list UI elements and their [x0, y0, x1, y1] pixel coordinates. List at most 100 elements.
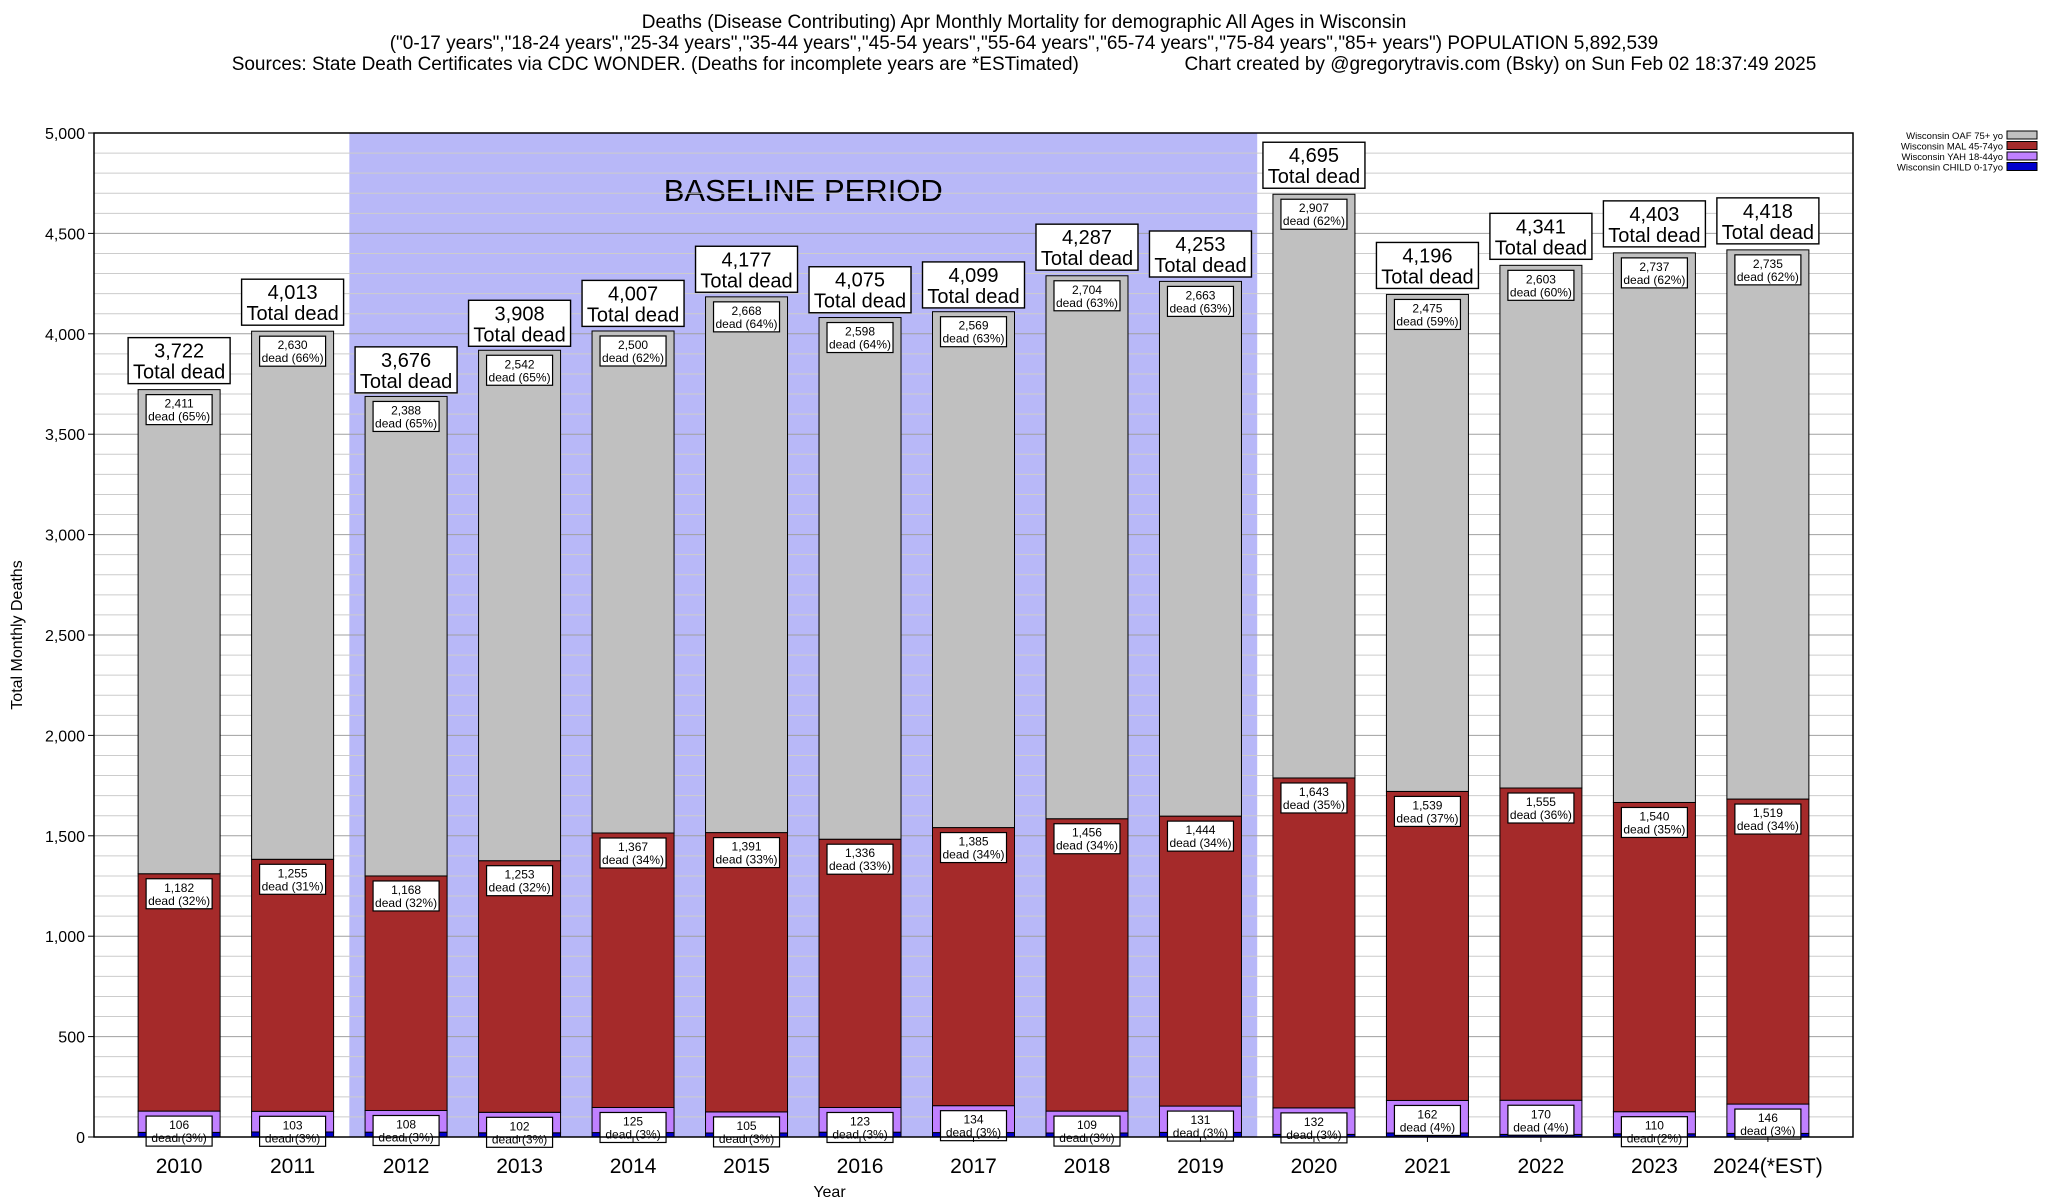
- total-suffix-label: Total dead: [133, 362, 225, 384]
- bar-segment: [1612, 252, 1696, 803]
- segment-pct-label: dead (62%): [1737, 270, 1799, 284]
- segment-label-box: [939, 1110, 1008, 1142]
- x-tick-label: 2014: [610, 1155, 657, 1178]
- legend-entry: Wisconsin MAL 45-74yo: [1901, 141, 2038, 153]
- segment-value-label: 2,735: [1753, 257, 1783, 271]
- segment-label-box: [826, 843, 894, 875]
- total-value-label: 4,287: [1062, 227, 1112, 249]
- segment-value-label: 123: [850, 1114, 870, 1128]
- y-axis-title: Total Monthly Deaths: [9, 560, 26, 709]
- y-tick-label: 0: [76, 1130, 85, 1147]
- segment-pct-label: dead (63%): [1056, 296, 1118, 310]
- segment-pct-label: dead (35%): [1283, 798, 1345, 812]
- segment-value-label: 1,444: [1185, 823, 1215, 837]
- segment-value-label: 110: [1645, 1119, 1664, 1133]
- segment-value-label: 134: [963, 1113, 983, 1127]
- x-axis-title: Year: [813, 1184, 846, 1200]
- segment-value-label: 2,411: [165, 397, 194, 411]
- chart-sources-line: Sources: State Death Certificates via CD…: [0, 54, 2048, 76]
- segment-value-label: 2,668: [732, 304, 762, 318]
- segment-value-label: 1,555: [1526, 795, 1556, 809]
- bar-segment: [1158, 280, 1242, 817]
- segment-pct-label: dead (66%): [262, 351, 324, 365]
- bar-segment: [478, 860, 562, 1113]
- segment-value-label: 1,391: [732, 840, 762, 854]
- segment-value-label: 131: [1190, 1113, 1210, 1127]
- total-value-label: 4,253: [1175, 234, 1225, 256]
- segment-value-label: 109: [1077, 1118, 1097, 1132]
- segment-label-box: [1166, 1110, 1235, 1142]
- legend-swatch: [2006, 141, 2038, 150]
- total-label-box: [694, 245, 799, 293]
- segment-pct-label: dead (59%): [1396, 314, 1458, 328]
- total-label-box: [921, 261, 1026, 309]
- segment-pct-label: dead (63%): [1169, 301, 1231, 315]
- segment-label-box: [1507, 792, 1575, 824]
- bar-segment: [478, 349, 562, 862]
- legend-entry: Wisconsin CHILD 0-17yo: [1897, 162, 2038, 174]
- total-value-label: 4,013: [268, 282, 318, 304]
- total-label-box: [1602, 200, 1707, 248]
- segment-pct-label: dead (64%): [716, 317, 778, 331]
- segment-label-box: [1053, 823, 1121, 855]
- segment-value-label: 1,182: [164, 881, 194, 895]
- segment-label-box: [599, 335, 667, 367]
- segment-value-label: 2,704: [1072, 283, 1102, 297]
- total-label-box: [467, 299, 572, 347]
- segment-label-box: [1280, 1112, 1348, 1144]
- segment-pct-label: dead (3%): [946, 1126, 1001, 1140]
- x-tick-label: 2016: [837, 1155, 884, 1178]
- segment-label-box: [1280, 782, 1348, 814]
- total-value-label: 4,403: [1629, 204, 1679, 226]
- segment-value-label: 146: [1758, 1111, 1778, 1125]
- segment-pct-label: dead (60%): [1510, 285, 1572, 299]
- legend-swatch: [2006, 151, 2038, 161]
- total-label-box: [1035, 223, 1139, 271]
- segment-value-label: 2,542: [505, 357, 535, 371]
- segment-label-box: [485, 865, 554, 897]
- total-label-box: [808, 266, 912, 314]
- segment-label-box: [372, 880, 440, 912]
- x-tick-label: 2023: [1631, 1155, 1678, 1178]
- segment-label-box: [1280, 198, 1348, 230]
- chart-subtitle: ("0-17 years","18-24 years","25-34 years…: [389, 33, 1659, 54]
- total-suffix-label: Total dead: [700, 270, 792, 292]
- y-tick-label: 1,500: [45, 829, 85, 846]
- legend-label: Wisconsin YAH 18-44yo: [1901, 152, 2003, 163]
- segment-value-label: 125: [623, 1114, 643, 1128]
- segment-pct-label: dead (3%): [605, 1127, 660, 1141]
- legend-entry: Wisconsin OAF 75+ yo: [1906, 130, 2038, 142]
- total-value-label: 3,908: [495, 303, 545, 325]
- bar-segment: [932, 311, 1015, 829]
- total-value-label: 4,177: [722, 249, 772, 271]
- total-value-label: 4,341: [1516, 216, 1566, 238]
- segment-label-box: [1393, 795, 1462, 828]
- total-value-label: 4,196: [1402, 245, 1452, 267]
- y-tick-label: 2,500: [45, 628, 85, 645]
- total-label-box: [240, 278, 345, 326]
- bar-segment: [591, 330, 675, 834]
- segment-pct-label: dead (3%): [1740, 1124, 1795, 1138]
- bar-segment: [1045, 818, 1129, 1112]
- x-tick-label: 2013: [496, 1155, 543, 1178]
- segment-value-label: 1,539: [1412, 798, 1442, 812]
- segment-label-box: [1393, 1104, 1462, 1137]
- total-suffix-label: Total dead: [927, 286, 1019, 308]
- y-tick-label: 2,000: [45, 728, 85, 745]
- segment-pct-label: dead (63%): [942, 332, 1004, 346]
